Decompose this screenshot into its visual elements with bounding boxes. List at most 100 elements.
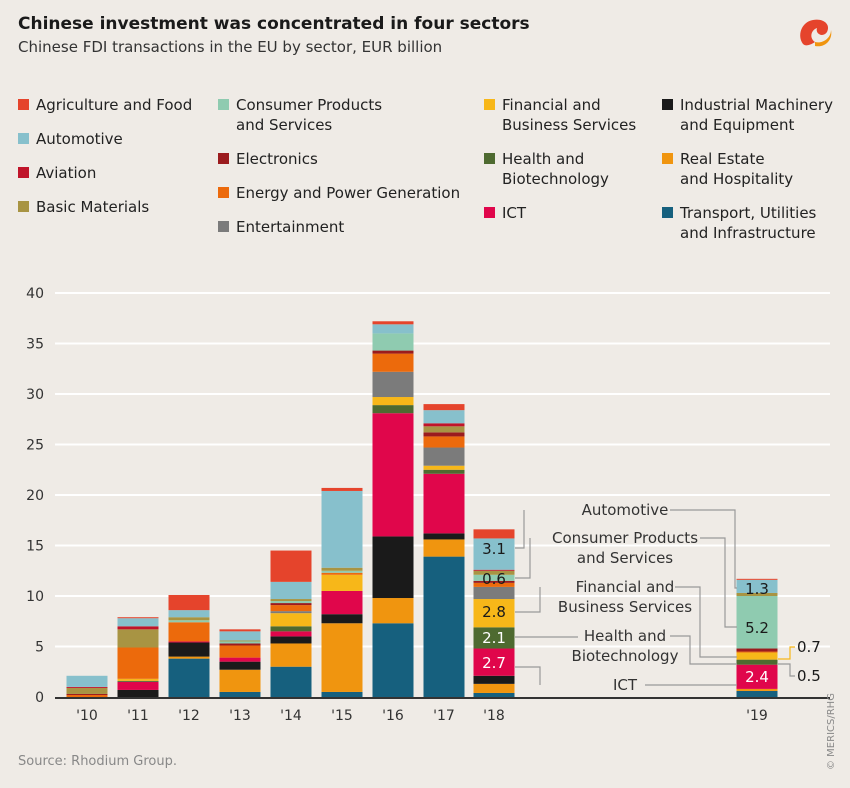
bar-segment [473,683,515,693]
leader-line [515,666,541,685]
bar-segment [270,636,312,644]
legend-label: Energy and Power Generation [236,184,461,202]
y-tick-label: 0 [35,690,44,706]
bar-segment [168,622,210,642]
bar-segment [372,397,414,406]
bar-segment [219,643,261,646]
annotation-label: Business Services [558,598,692,616]
y-tick-label: 10 [26,589,44,605]
legend-item: ICT [484,203,526,223]
leader-line [515,510,525,549]
legend-item: Aviation [18,163,96,183]
bar-segment [423,426,465,433]
leader-line [515,538,531,579]
leader-line [700,537,737,628]
bar-segment [321,691,363,697]
bar-segment [168,610,210,618]
value-label: 1.3 [745,580,769,598]
value-label: 0.6 [482,570,506,588]
bar-segment [423,404,465,411]
annotation-label: Biotechnology [572,647,679,665]
bar-segment [270,601,312,604]
bar-segment [117,618,159,627]
bar-segment [219,657,261,662]
leader-line [778,663,795,677]
legend-item: Consumer Products and Services [218,95,382,135]
bar-segment [372,623,414,697]
bar-segment [270,643,312,667]
bar-segment [736,652,778,660]
bar-segment [66,693,108,695]
legend-label: Aviation [36,164,97,182]
leader-line [515,587,541,613]
bar-segment [219,640,261,642]
bar-segment [473,692,515,697]
legend-label: Industrial Machinery and Equipment [680,96,833,134]
legend-label: Consumer Products and Services [236,96,383,134]
x-tick-label: '13 [229,708,251,724]
legend-item: Transport, Utilities and Infrastructure [662,203,816,243]
bar-segment [473,538,515,570]
bar-segment [321,590,363,615]
bar-segment [423,447,465,466]
bar-segment [270,666,312,697]
bar-segment [219,691,261,697]
legend-swatch [218,221,229,232]
bar-segment [473,675,515,684]
bar-segment [372,353,414,372]
bar-segment [372,321,414,325]
legend-item: Financial and Business Services [484,95,636,135]
bar-segment [423,539,465,557]
legend-label: Basic Materials [36,198,150,216]
y-tick-label: 20 [26,488,44,504]
bar-segment [270,631,312,637]
bar-segment [423,423,465,427]
bar-segment [168,641,210,643]
legend-item: Basic Materials [18,197,149,217]
legend-label: Real Estate and Hospitality [680,150,794,188]
legend-swatch [218,99,229,110]
value-label: 3.1 [482,540,506,558]
bar-segment [321,487,363,491]
bar-segment [423,436,465,448]
value-label: 0.7 [797,638,821,656]
y-tick-label: 35 [26,337,44,353]
bar-segment [372,350,414,354]
bar-segment [321,570,363,573]
leader-line [675,586,737,658]
bar-segment [168,620,210,623]
legend-item: Energy and Power Generation [218,183,460,203]
value-label: 2.8 [482,603,506,621]
bar-segment [66,687,108,694]
leader-line [670,509,737,589]
x-tick-label: '16 [382,708,404,724]
chart-subtitle: Chinese FDI transactions in the EU by se… [18,38,443,56]
bar-segment [736,688,778,691]
x-tick-label: '11 [127,708,149,724]
bar-segment [117,617,159,619]
legend-item: Automotive [18,129,123,149]
bar-segment [117,626,159,630]
annotation-label: Health and [584,627,666,645]
bar-segment [736,578,778,580]
legend-swatch [218,153,229,164]
legend-label: Entertainment [236,218,345,236]
legend-item: Electronics [218,149,318,169]
bar-segment [117,678,159,681]
legend-item: Entertainment [218,217,344,237]
bar-segment [372,333,414,351]
bar-segment [372,405,414,414]
legend-item: Industrial Machinery and Equipment [662,95,833,135]
bar-segment [423,556,465,697]
value-label: 2.7 [482,654,506,672]
value-label: 5.2 [745,619,769,637]
bar-segment [321,567,363,571]
bar-segment [168,594,210,611]
x-tick-label: '10 [76,708,98,724]
bar-segment [168,658,210,697]
bar-segment [270,599,312,602]
bar-segment [321,614,363,624]
leader-line [670,635,737,665]
